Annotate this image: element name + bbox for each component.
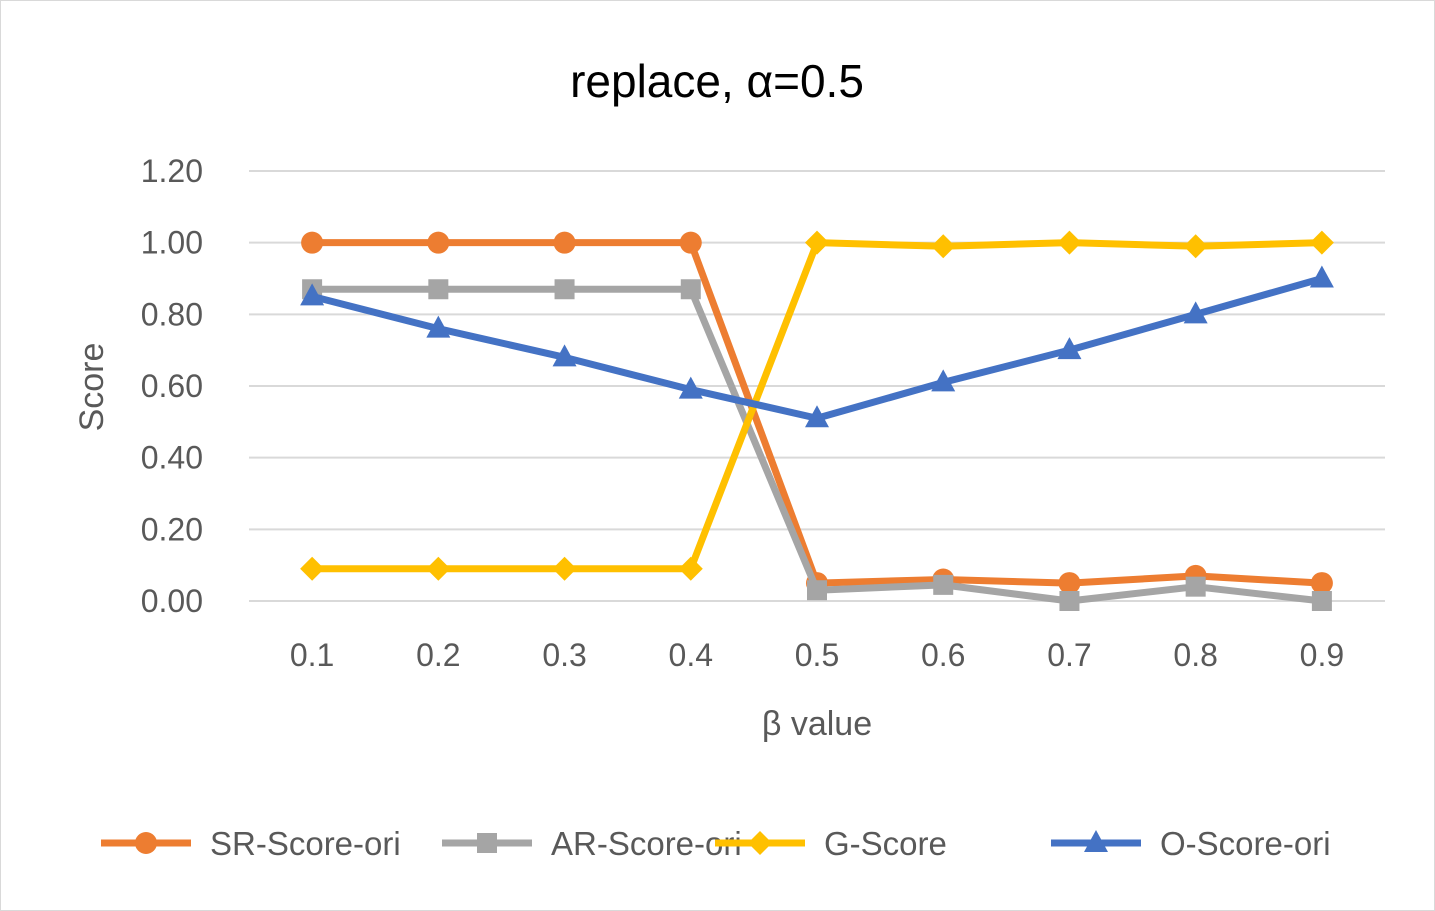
x-tick-label: 0.2 [416,637,460,673]
data-point [805,230,829,255]
data-point [553,231,576,254]
data-point [300,283,325,306]
x-tick-label: 0.7 [1047,637,1091,673]
data-point [1059,591,1080,611]
legend-marker [748,831,772,855]
x-tick-label: 0.5 [795,637,839,673]
data-point [301,231,324,254]
legend-marker [477,833,497,853]
y-axis-label: Score [73,343,111,432]
legend-marker [1084,830,1108,852]
data-point [552,556,577,581]
data-point [552,344,577,367]
y-tick-label: 1.20 [141,153,203,189]
x-tick-label: 0.9 [1300,637,1344,673]
legend: SR-Score-ori AR-Score-ori G-Score O-Score-o… [101,825,1331,862]
data-point [428,279,449,300]
legend-label: O-Score-ori [1160,825,1331,862]
data-point [1057,230,1082,255]
chart-title: replace, α=0.5 [570,55,864,107]
data-point [1310,572,1333,595]
series-line [308,275,1326,422]
data-point [427,231,450,254]
legend-label: AR-Score-ori [551,825,742,862]
data-point [1311,591,1332,611]
y-tick-label: 0.80 [141,296,203,332]
data-point [1309,230,1334,255]
data-point [805,405,829,428]
series-g-score [300,230,1334,581]
x-axis-ticks: 0.1 0.2 0.3 0.4 0.5 0.6 0.7 0.8 0.9 [290,637,1344,673]
series-ar-score-ori [302,279,1332,611]
data-point [678,376,703,399]
data-point [680,279,701,300]
data-point [1185,576,1206,597]
data-point [1309,265,1334,288]
x-tick-label: 0.8 [1173,637,1217,673]
x-axis-label: β value [762,705,872,743]
x-tick-label: 0.6 [921,637,965,673]
legend-item: O-Score-ori [1051,825,1331,862]
data-point [300,556,325,581]
x-tick-label: 0.4 [669,637,713,673]
data-point [678,556,703,581]
x-tick-label: 0.1 [290,637,334,673]
legend-marker [135,832,157,854]
legend-item: G-Score [715,825,947,862]
y-tick-label: 0.20 [141,511,203,547]
y-tick-label: 0.60 [141,368,203,404]
series-layer [300,230,1334,611]
data-point [1183,301,1208,324]
y-tick-label: 1.00 [141,225,203,261]
x-tick-label: 0.3 [542,637,586,673]
data-point [1057,337,1082,360]
data-point [679,231,702,254]
legend-label: G-Score [824,825,947,862]
data-point [931,234,956,259]
data-point [807,580,827,601]
legend-item: AR-Score-ori [442,825,742,862]
data-point [554,279,575,300]
data-point [1183,234,1208,259]
y-tick-label: 0.40 [141,440,203,476]
y-tick-label: 0.00 [141,583,203,619]
legend-label: SR-Score-ori [210,825,401,862]
data-point [931,369,956,392]
data-point [426,315,451,338]
y-axis-ticks: 0.00 0.20 0.40 0.60 0.80 1.00 1.20 [141,153,203,619]
data-point [933,574,954,595]
data-point [426,556,451,581]
data-point [1058,572,1081,595]
series-o-score-ori [300,265,1334,428]
legend-item: SR-Score-ori [101,825,401,862]
